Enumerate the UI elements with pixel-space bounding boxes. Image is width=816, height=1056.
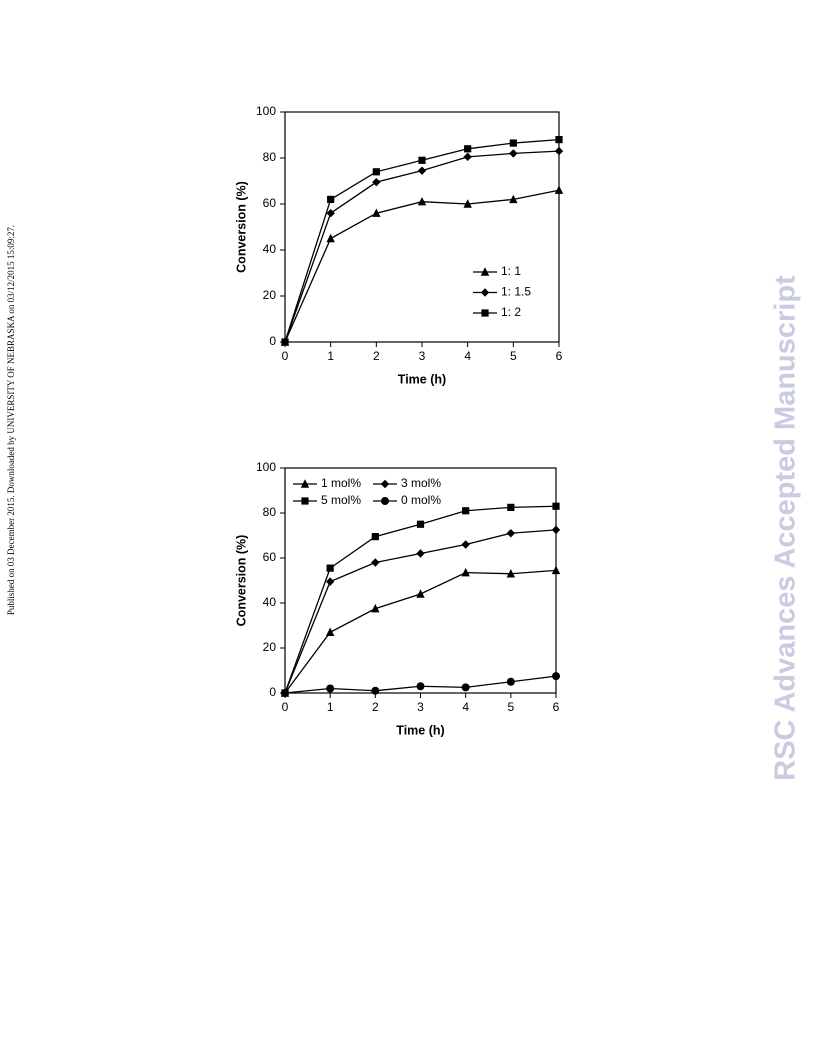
marker [371,686,380,695]
x-tick-label: 4 [462,700,469,714]
x-tick-label: 4 [464,349,471,363]
marker [554,185,564,194]
y-tick-label: 40 [263,242,277,256]
x-axis-title: Time (h) [398,372,446,386]
series-line [284,505,557,694]
legend-marker [300,479,310,488]
legend-marker [381,497,389,505]
marker [554,146,564,156]
x-tick-label: 3 [417,700,424,714]
x-tick-label: 0 [282,349,289,363]
marker [416,589,425,598]
legend-label: 1: 2 [501,305,521,319]
marker [325,577,335,586]
marker [326,209,335,218]
x-axis-title: Time (h) [396,723,444,737]
y-axis-title: Conversion (%) [234,535,248,627]
marker [462,507,470,515]
marker [555,136,563,144]
x-tick-label: 0 [282,700,289,714]
marker [281,338,289,346]
marker [417,166,427,175]
x-tick-label: 6 [556,349,563,363]
marker [551,565,561,575]
marker [326,233,335,243]
legend-marker [380,479,390,489]
series-line [284,569,557,694]
marker [461,540,470,549]
marker [463,199,472,208]
x-tick-label: 3 [419,349,426,363]
marker [509,139,517,147]
marker [372,168,380,176]
marker [372,177,381,187]
marker [418,156,426,164]
legend-label: 5 mol% [321,493,361,507]
y-tick-label: 20 [263,288,277,302]
marker [506,677,515,686]
marker [326,684,335,693]
marker [507,503,515,511]
y-tick-label: 80 [263,505,277,519]
legend-marker [481,309,489,317]
y-axis-title: Conversion (%) [234,181,248,273]
y-tick-label: 20 [263,640,277,654]
legend-marker [480,267,490,276]
y-tick-label: 80 [263,150,277,164]
marker [281,689,289,697]
marker [461,567,470,577]
marker [372,208,381,217]
y-tick-label: 60 [263,550,277,564]
x-tick-label: 5 [507,700,514,714]
y-tick-label: 0 [269,334,276,348]
legend-label: 3 mol% [401,476,441,490]
marker [371,533,379,541]
side-note: Published on 03 December 2015. Downloade… [6,225,16,615]
marker [416,682,425,691]
marker [463,152,472,162]
y-tick-label: 40 [263,595,277,609]
marker [416,520,425,528]
x-tick-label: 2 [373,349,380,363]
marker [371,558,380,567]
legend-label: 0 mol% [401,493,441,507]
marker [552,502,560,510]
marker [326,564,334,572]
legend-label: 1: 1 [501,264,521,278]
marker [551,525,561,535]
marker [461,683,470,692]
x-tick-label: 5 [510,349,517,363]
legend-label: 1: 1.5 [501,285,531,299]
marker [325,627,335,636]
y-tick-label: 60 [263,196,277,210]
y-tick-label: 100 [256,104,276,118]
marker [327,195,335,203]
watermark: RSC Advances Accepted Manuscript [770,275,802,781]
x-tick-label: 6 [553,700,560,714]
marker [509,194,518,204]
legend-label: 1 mol% [321,476,361,490]
marker [506,569,516,578]
x-tick-label: 2 [372,700,379,714]
legend-marker [480,288,490,297]
x-tick-label: 1 [327,700,334,714]
marker [509,149,518,158]
marker [371,603,380,613]
y-tick-label: 0 [269,685,276,699]
marker [417,197,427,206]
marker [464,145,472,153]
marker [506,529,516,538]
legend-marker [301,497,309,505]
marker [416,549,425,558]
marker [552,672,560,681]
x-tick-label: 1 [327,349,334,363]
y-tick-label: 100 [256,460,276,474]
